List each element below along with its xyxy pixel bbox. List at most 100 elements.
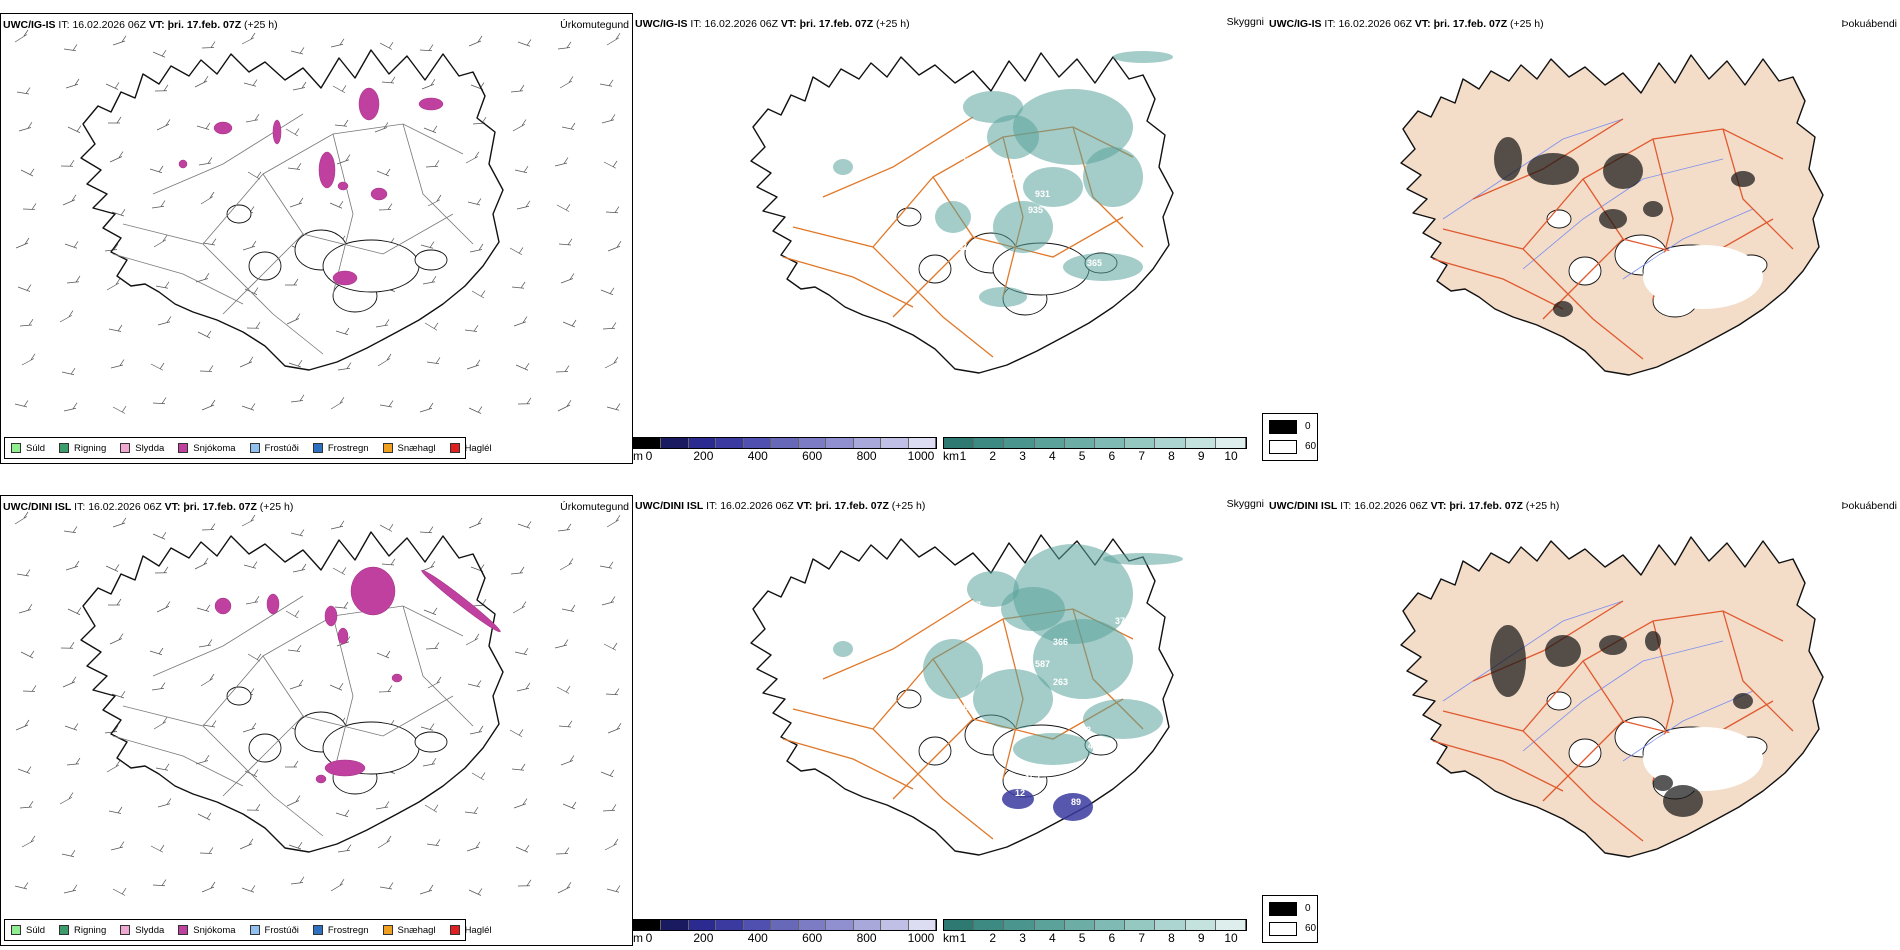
wind-barb — [555, 365, 570, 373]
wind-barb — [376, 650, 391, 659]
colorbar-cell — [661, 920, 689, 930]
wind-barb — [510, 566, 525, 575]
wind-barb — [151, 200, 166, 209]
visibility-panel-top: UWC/IG-IS IT: 16.02.2026 06Z VT: þri. 17… — [633, 13, 1267, 464]
wind-barb — [288, 360, 303, 368]
legend-swatch — [382, 443, 393, 453]
wind-barb — [17, 766, 32, 774]
snow-area — [391, 673, 403, 683]
fog-high-area — [1494, 137, 1522, 181]
glacier-outline — [1568, 256, 1602, 286]
legend-label: Rigning — [74, 442, 107, 454]
fog-high-area — [1599, 635, 1627, 655]
wind-barb — [196, 604, 211, 612]
wind-barb — [426, 357, 441, 365]
glacier-outline — [918, 254, 952, 284]
wind-barb — [335, 809, 350, 818]
glacier-outline — [1546, 691, 1572, 711]
wind-barb — [422, 276, 437, 285]
wind-barb — [245, 596, 260, 605]
wind-barb — [512, 601, 527, 614]
ceiling-value-label: 587 — [1035, 659, 1050, 669]
legend-label: Snæhagl — [397, 442, 436, 454]
low-visibility-area — [993, 201, 1053, 253]
wind-barb — [607, 241, 622, 252]
wind-barb — [423, 125, 438, 134]
wind-barb — [152, 532, 167, 540]
wind-barb — [558, 238, 573, 246]
fog-legend-swatch — [1269, 420, 1297, 434]
wind-barb — [106, 760, 121, 773]
wind-barb — [559, 558, 574, 571]
colorbar-cell — [1185, 438, 1216, 448]
legend-swatch — [249, 925, 260, 935]
colorbar-tick: 6 — [1108, 931, 1116, 945]
wind-barb — [59, 310, 74, 323]
glacier-outline — [414, 731, 448, 753]
wind-barb — [606, 515, 621, 528]
wind-barb — [197, 330, 212, 339]
low-visibility-area — [1013, 733, 1093, 765]
legend-label: Slydda — [135, 924, 165, 936]
wind-barb — [468, 517, 483, 529]
colorbar-tick: 0 — [645, 931, 653, 945]
fog-legend-label: 60 — [1305, 923, 1317, 934]
legend-swatch — [120, 443, 131, 453]
wind-barb — [509, 247, 524, 256]
wind-barb — [556, 204, 571, 212]
wind-barb — [332, 85, 347, 94]
wind-barb — [197, 812, 212, 821]
colorbar-tick: 200 — [693, 449, 714, 463]
wind-barb — [63, 526, 78, 534]
wind-barb — [424, 322, 439, 331]
colorbar-cell — [743, 438, 772, 448]
colorbar-tick: 4 — [1048, 931, 1056, 945]
low-visibility-area — [1063, 253, 1143, 281]
wind-barb — [239, 356, 254, 368]
colorbar-tick: 9 — [1197, 931, 1205, 945]
wind-barb — [329, 683, 344, 691]
fog-legend-swatch — [1269, 902, 1297, 916]
wind-barb — [285, 278, 299, 286]
colorbar-cell — [716, 920, 744, 930]
wind-barb — [194, 76, 209, 88]
wind-barb — [289, 197, 304, 208]
colorbar-tick: 800 — [856, 449, 877, 463]
glacier-outline — [248, 251, 282, 281]
wind-barb — [285, 128, 300, 137]
wind-barb — [554, 639, 569, 649]
colorbar-tick: 1000 — [907, 931, 935, 945]
wind-barb — [61, 368, 76, 376]
wind-barb — [241, 885, 256, 893]
wind-barb — [517, 879, 532, 887]
wind-barb — [558, 720, 573, 728]
iceland-coastline — [1400, 536, 1824, 858]
glacier-outline — [322, 239, 420, 293]
wind-barb — [425, 160, 440, 168]
wind-barb — [65, 78, 80, 89]
colorbar-cell — [1155, 438, 1186, 448]
wind-barb — [471, 290, 486, 299]
legend-swatch — [59, 443, 70, 453]
wind-barb — [517, 521, 532, 529]
wind-barb — [467, 198, 482, 206]
wind-barb — [202, 720, 217, 728]
low-visibility-area — [1033, 619, 1133, 699]
ceiling-value-label: 935 — [1028, 205, 1043, 215]
wind-barb — [290, 47, 305, 55]
legend-label: Frostúði — [264, 442, 299, 454]
fog-legend-swatch — [1269, 440, 1297, 454]
fog-map — [1400, 536, 1824, 858]
wind-barb — [290, 876, 305, 885]
fog-clear-area — [1643, 245, 1763, 309]
ceiling-value-label: 609 — [975, 180, 990, 190]
wind-barb — [468, 406, 483, 414]
visibility-map: 426 23 409 609 376 301 931 935 751 34 365 — [750, 51, 1174, 374]
low-visibility-area — [1023, 167, 1083, 207]
low-visibility-area — [833, 641, 853, 657]
wind-barb — [379, 400, 394, 408]
wind-barb — [62, 676, 77, 688]
colorbar-tick: 600 — [802, 449, 823, 463]
wind-barb — [378, 203, 393, 211]
wind-barb — [554, 157, 569, 167]
